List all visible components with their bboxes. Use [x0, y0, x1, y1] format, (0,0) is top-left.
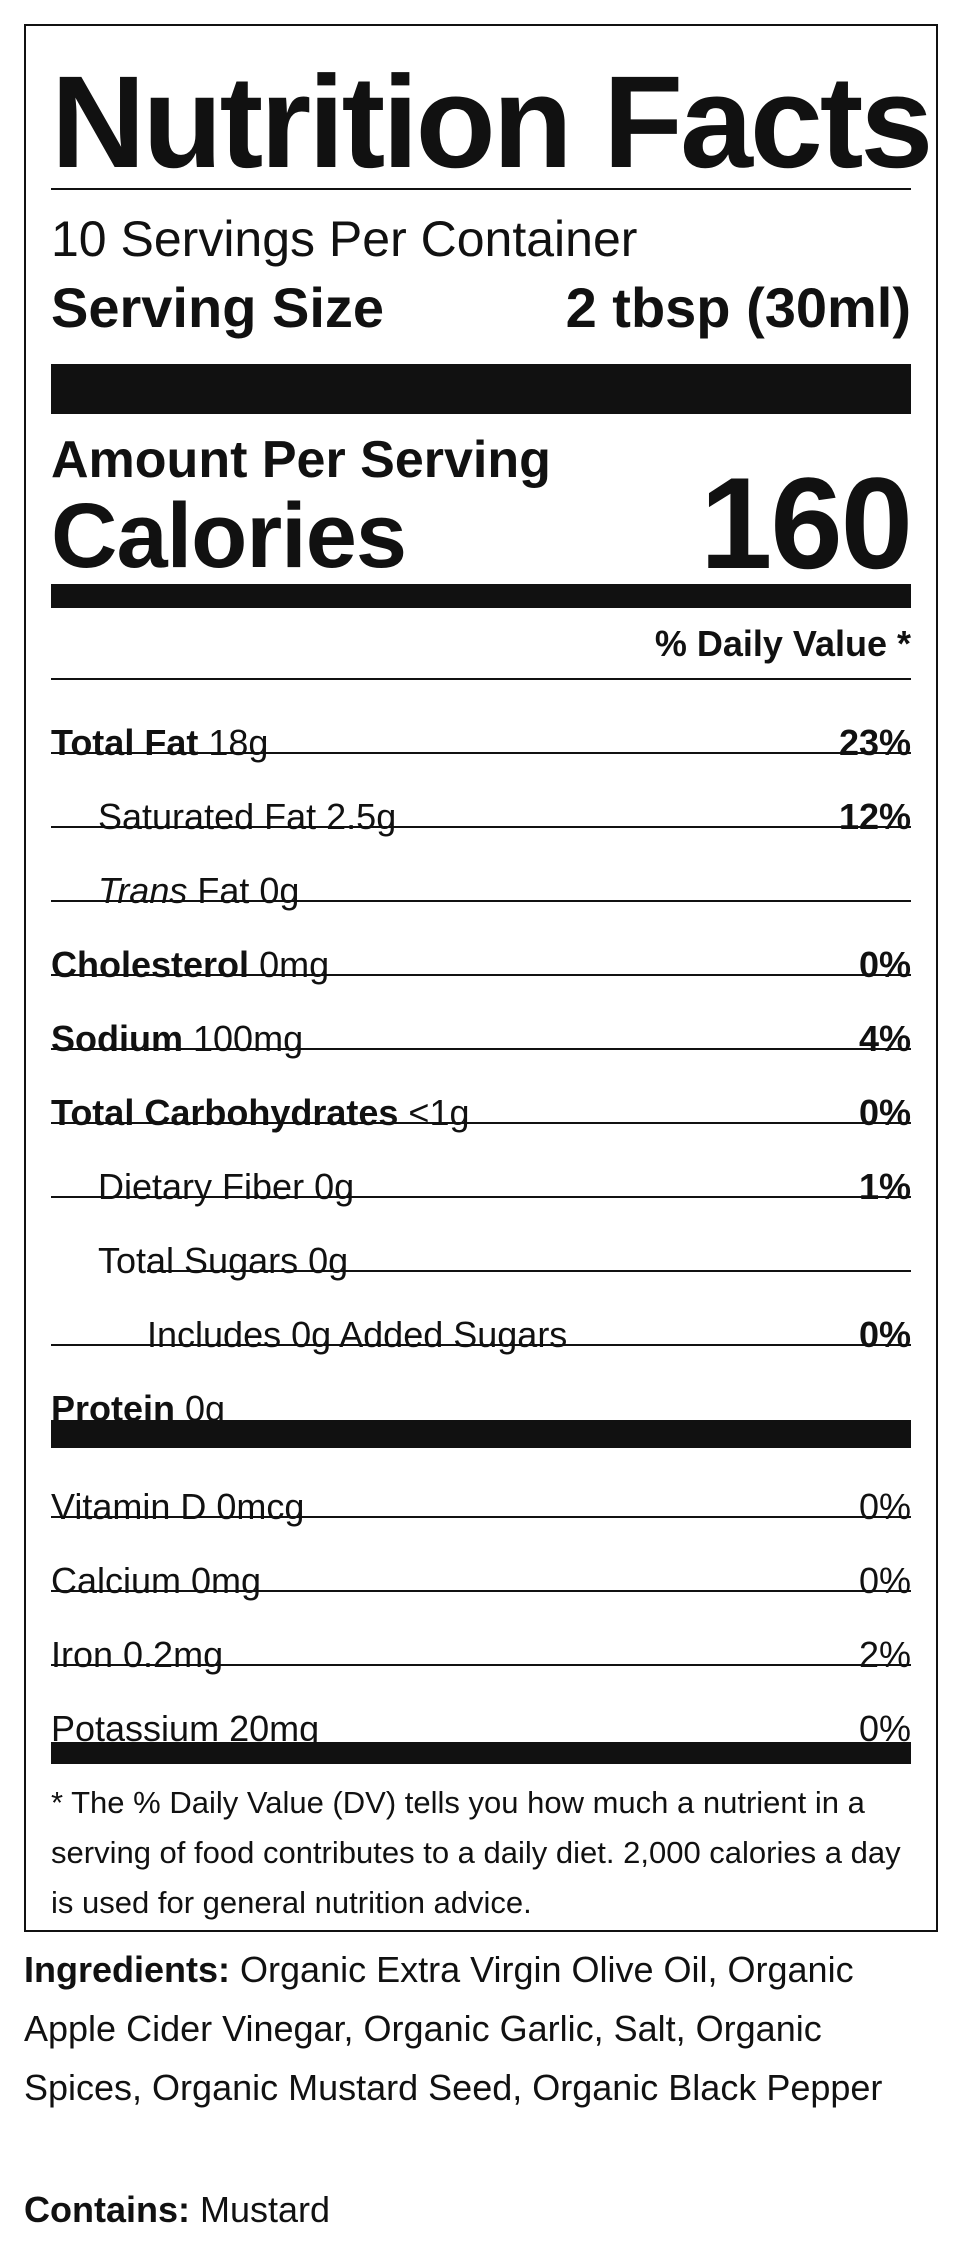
nutrient-dv: 4%: [858, 1017, 911, 1059]
contains-label: Contains:: [24, 2189, 190, 2230]
divider-medium: [51, 584, 911, 608]
nutrient-text: Saturated Fat 2.5g: [98, 795, 397, 837]
divider-thin: [51, 1122, 911, 1124]
nutrient-row-trans-fat: Trans Fat 0g: [51, 854, 911, 927]
vitamin-text: Calcium 0mg: [51, 1559, 262, 1601]
ingredients-label: Ingredients:: [24, 1949, 231, 1990]
nutrition-facts-label: Nutrition Facts 10 Servings Per Containe…: [24, 24, 938, 1932]
vitamin-text: Iron 0.2mg: [51, 1633, 224, 1675]
divider-thick: [51, 364, 911, 414]
divider-thin: [51, 1516, 911, 1518]
nutrient-dv: 0%: [858, 1313, 911, 1355]
vitamin-text: Vitamin D 0mcg: [51, 1485, 305, 1527]
vitamin-row-iron: Iron 0.2mg 2%: [51, 1618, 911, 1691]
nutrient-row-saturated-fat: Saturated Fat 2.5g 12%: [51, 780, 911, 853]
vitamin-dv: 0%: [858, 1559, 911, 1601]
daily-value-header: % Daily Value *: [654, 623, 911, 664]
nutrient-row-total-fat: Total Fat 18g 23%: [51, 706, 911, 779]
serving-size-label: Serving Size: [51, 276, 385, 339]
nutrient-dv: 1%: [858, 1165, 911, 1207]
nutrient-text: Total Fat 18g: [51, 721, 269, 763]
nutrient-text: Sodium 100mg: [51, 1017, 304, 1059]
nutrient-text: Cholesterol 0mg: [51, 943, 330, 985]
divider-thin: [51, 974, 911, 976]
nutrient-dv: 23%: [838, 721, 911, 763]
nutrient-text: Dietary Fiber 0g: [98, 1165, 355, 1207]
servings-per-container: 10 Servings Per Container: [51, 211, 638, 267]
nutrient-row-dietary-fiber: Dietary Fiber 0g 1%: [51, 1150, 911, 1223]
divider-thin: [51, 900, 911, 902]
allergen-statement: Contains: Mustard: [24, 2180, 330, 2239]
vitamin-dv: 0%: [858, 1485, 911, 1527]
vitamin-dv: 2%: [858, 1633, 911, 1675]
nutrient-text: Trans Fat 0g: [98, 869, 300, 911]
vitamin-row-potassium: Potassium 20mg 0%: [51, 1692, 911, 1765]
vitamin-text: Potassium 20mg: [51, 1707, 320, 1749]
ingredients-statement: Ingredients: Organic Extra Virgin Olive …: [24, 1940, 938, 2117]
calories-value: 160: [700, 450, 913, 596]
divider-thin: [51, 1344, 911, 1346]
vitamin-row-vitamin-d: Vitamin D 0mcg 0%: [51, 1470, 911, 1543]
serving-size-value: 2 tbsp (30ml): [565, 276, 911, 339]
nutrient-dv: 0%: [858, 1091, 911, 1133]
divider-medium: [51, 1742, 911, 1764]
nutrient-dv: 12%: [838, 795, 911, 837]
serving-size-row: Serving Size 2 tbsp (30ml): [51, 280, 911, 336]
nutrient-row-added-sugars: Includes 0g Added Sugars 0%: [51, 1298, 911, 1371]
nutrient-row-total-carbohydrates: Total Carbohydrates <1g 0%: [51, 1076, 911, 1149]
nutrient-text: Includes 0g Added Sugars: [147, 1313, 568, 1355]
contains-text: Mustard: [200, 2189, 331, 2230]
vitamin-dv: 0%: [858, 1707, 911, 1749]
divider-thin: [51, 188, 911, 190]
nutrient-row-total-sugars: Total Sugars 0g: [51, 1224, 911, 1297]
nutrient-text: Total Sugars 0g: [98, 1239, 349, 1281]
divider-thin: [51, 826, 911, 828]
label-title: Nutrition Facts: [51, 48, 933, 195]
divider-thin: [51, 752, 911, 754]
calories-label: Calories: [51, 485, 407, 587]
divider-medium: [51, 1420, 911, 1448]
ingredients-text: Organic Extra Virgin Olive Oil, Organic …: [24, 1949, 883, 2108]
divider-thin: [51, 678, 911, 680]
nutrient-dv: 0%: [858, 943, 911, 985]
nutrient-row-sodium: Sodium 100mg 4%: [51, 1002, 911, 1075]
divider-thin: [51, 1196, 911, 1198]
divider-thin: [51, 1664, 911, 1666]
nutrient-text: Total Carbohydrates <1g: [51, 1091, 470, 1133]
divider-thin: [51, 1590, 911, 1592]
daily-value-footnote: * The % Daily Value (DV) tells you how m…: [51, 1785, 901, 1920]
vitamin-row-calcium: Calcium 0mg 0%: [51, 1544, 911, 1617]
amount-per-serving: Amount Per Serving: [51, 431, 551, 489]
divider-thin: [51, 1048, 911, 1050]
nutrient-row-cholesterol: Cholesterol 0mg 0%: [51, 928, 911, 1001]
divider-thin-indented: [147, 1270, 911, 1272]
